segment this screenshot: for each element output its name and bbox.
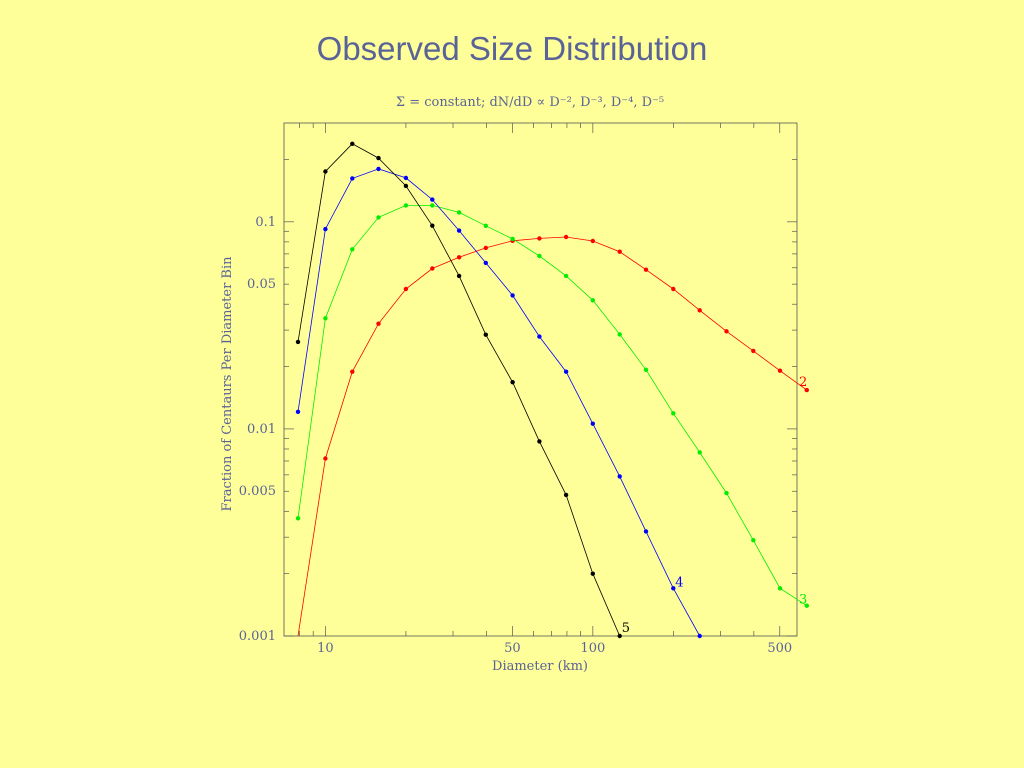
data-point <box>456 273 462 279</box>
data-point <box>804 603 809 608</box>
data-point <box>617 633 622 639</box>
x-axis-label: Diameter (km) <box>492 659 588 674</box>
series-end-label: 5 <box>622 621 630 636</box>
data-point <box>376 321 381 326</box>
x-tick-label: 10 <box>317 641 334 656</box>
data-point <box>643 267 649 272</box>
data-point <box>483 245 488 251</box>
data-point <box>590 298 595 303</box>
data-point <box>563 369 569 374</box>
data-point <box>590 571 595 576</box>
data-point <box>350 369 355 374</box>
y-axis-label: Fraction of Centaurs Per Diameter Bin <box>220 256 235 512</box>
data-point <box>751 538 756 543</box>
data-point <box>697 308 702 313</box>
data-point <box>510 236 515 242</box>
series-line <box>297 168 701 637</box>
data-point <box>724 329 729 334</box>
y-tick-labels: 0.001 0.005 0.01 0.05 0.1 <box>239 215 276 644</box>
data-point <box>563 492 569 498</box>
data-point <box>537 439 542 444</box>
data-point <box>724 490 729 496</box>
y-tick-label: 0.1 <box>255 215 276 230</box>
data-point <box>350 176 355 181</box>
data-point <box>430 223 435 228</box>
series-5 <box>295 141 622 639</box>
data-point <box>617 249 622 254</box>
data-point <box>323 456 328 461</box>
x-tick-labels: 10 50 100 500 <box>317 641 792 656</box>
data-point <box>777 586 783 591</box>
data-point <box>643 529 649 534</box>
data-point <box>671 286 676 292</box>
data-point <box>295 339 301 345</box>
slide-title: Observed Size Distribution <box>316 30 708 67</box>
data-point <box>671 411 676 416</box>
data-point <box>617 474 622 479</box>
data-point <box>403 183 409 189</box>
series-end-label: 4 <box>675 575 683 590</box>
data-point <box>483 223 488 228</box>
chart-subtitle: Σ = constant; dN/dD ∝ D⁻², D⁻³, D⁻⁴, D⁻⁵ <box>396 95 664 110</box>
data-point <box>350 141 355 146</box>
data-point <box>777 368 783 373</box>
series-2 <box>297 234 809 637</box>
data-point <box>537 236 542 241</box>
x-tick-label: 500 <box>767 641 792 656</box>
data-point <box>804 387 809 393</box>
data-point <box>376 215 381 220</box>
data-point <box>510 293 515 298</box>
y-tick-label: 0.001 <box>239 629 276 644</box>
series-line <box>297 204 808 607</box>
series-end-label: 3 <box>799 593 807 608</box>
x-tick-label: 100 <box>580 641 605 656</box>
x-tick-label: 50 <box>504 641 521 656</box>
series-end-label: 2 <box>799 375 807 390</box>
data-point <box>697 633 702 639</box>
data-point <box>697 450 702 455</box>
data-point <box>403 203 409 208</box>
data-point <box>295 516 301 521</box>
data-point <box>430 203 435 208</box>
y-tick-label: 0.01 <box>247 422 276 437</box>
data-point <box>671 586 676 591</box>
data-point <box>456 210 462 215</box>
series-end-labels: 2 3 4 5 <box>622 375 808 636</box>
data-point <box>295 409 301 414</box>
data-point <box>483 332 488 337</box>
axis-ticks <box>284 123 797 637</box>
data-point <box>323 169 328 174</box>
data-point <box>563 234 569 240</box>
data-point <box>350 247 355 252</box>
data-point <box>751 348 756 354</box>
data-point <box>376 166 381 172</box>
plot-frame <box>283 122 798 637</box>
data-point <box>590 238 595 244</box>
data-point <box>590 421 595 426</box>
data-point <box>510 380 515 385</box>
data-point <box>537 334 542 339</box>
data-point <box>403 286 409 292</box>
y-tick-label: 0.05 <box>247 277 276 292</box>
y-tick-label: 0.005 <box>239 484 276 499</box>
series-line <box>297 236 808 637</box>
data-point <box>430 197 435 202</box>
data-point <box>563 273 569 279</box>
data-point <box>323 316 328 321</box>
data-point <box>456 255 462 260</box>
data-point <box>403 175 409 181</box>
data-point <box>323 226 328 232</box>
series-4 <box>295 166 702 639</box>
data-point <box>643 367 649 372</box>
data-point <box>537 253 542 259</box>
data-point <box>456 228 462 233</box>
data-series <box>295 141 809 639</box>
data-point <box>617 332 622 337</box>
series-3 <box>295 203 809 608</box>
data-point <box>430 266 435 271</box>
data-point <box>483 260 488 266</box>
data-point <box>376 155 381 161</box>
